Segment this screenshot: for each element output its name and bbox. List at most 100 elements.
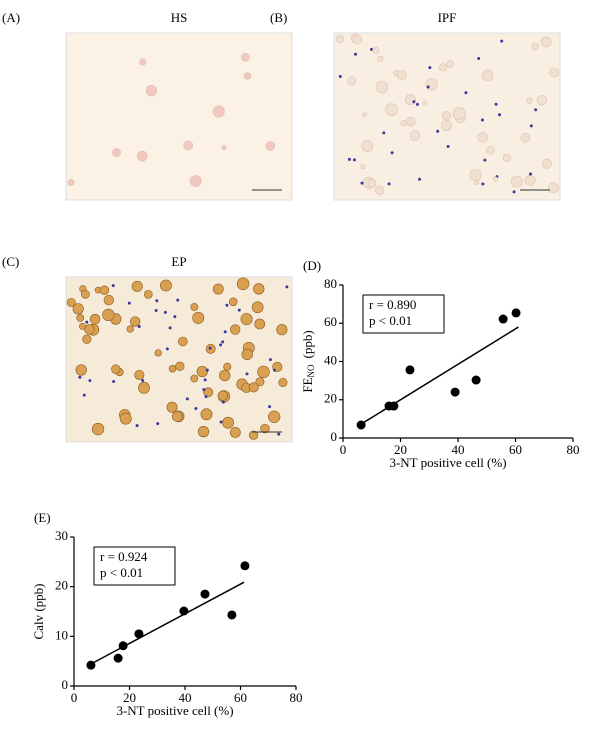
nucleus [173,315,177,319]
nucleus [78,375,82,379]
cell [241,52,250,62]
nucleus [156,422,160,426]
nucleus [529,124,533,128]
cell [396,70,407,80]
point [405,365,415,375]
x-tick-label: 60 [509,442,522,457]
cell [84,324,95,335]
nucleus [88,379,92,383]
nucleus [446,145,450,149]
y-axis-label: Calv (ppb) [31,584,46,640]
cell [400,119,407,127]
y-label-main: Calv (ppb) [31,584,46,640]
cell [222,416,234,429]
y-tick-label: 60 [324,314,337,329]
nucleus [221,400,225,404]
cell [134,370,145,381]
cell [531,42,540,51]
cell [217,390,228,401]
nucleus [360,181,364,185]
nucleus [390,151,394,155]
cell [257,365,270,379]
trendline [90,581,245,665]
y-tick-label: 20 [324,391,337,406]
nucleus [477,57,481,61]
x-tick-label: 20 [394,442,407,457]
point [389,401,399,411]
nucleus [223,330,227,334]
cell [229,427,241,438]
image-title: IPF [438,10,457,25]
cell [178,336,188,347]
cell [375,80,389,94]
cell [145,85,158,97]
cell [439,63,448,72]
cell [492,176,498,182]
cell [469,168,482,181]
cell [377,55,384,63]
point [86,660,96,670]
cell [520,132,531,143]
annotation-box [362,294,445,334]
cell [367,178,377,188]
nucleus [82,393,86,397]
cell [218,369,231,382]
nucleus [219,420,223,424]
cell [119,412,132,425]
micrograph [65,32,293,201]
nucleus [500,39,504,43]
cell [236,277,250,291]
nucleus [203,378,207,382]
x-tick-label: 0 [71,690,78,705]
nucleus [512,190,516,194]
point [200,589,210,599]
x-tick-label: 40 [179,690,192,705]
nucleus [480,118,484,122]
cell [541,158,552,169]
y-tick-label: 10 [55,627,68,642]
nucleus [176,298,180,302]
point [227,610,237,620]
point [471,375,481,385]
cell [192,311,205,324]
cell [82,334,92,344]
cell [196,366,208,378]
y-label-main: FE [300,377,315,392]
panel-label: (C) [2,254,19,269]
cell [89,313,101,325]
cell [243,72,252,80]
point [511,308,521,318]
annotation-box [93,546,176,586]
cell [548,182,559,194]
x-axis-label: 3-NT positive cell (%) [116,703,233,718]
cell [131,280,143,292]
nucleus [369,47,373,51]
nucleus [137,325,141,329]
nucleus [273,368,277,372]
x-tick-label: 60 [234,690,247,705]
cell [486,145,495,155]
y-tick-label: 30 [55,528,68,543]
cell [406,116,416,127]
y-tick-label: 0 [331,429,338,444]
cell [253,283,265,295]
cell [197,426,210,438]
cell [203,387,214,398]
cell [154,349,162,357]
nucleus [481,182,485,186]
y-label-sub: NO [306,364,316,377]
cell [175,361,185,371]
y-label-unit: (ppb) [300,330,315,358]
cell [265,141,276,151]
cell [248,382,259,393]
point [356,420,366,430]
cell [136,150,148,162]
cell [441,120,452,131]
cell [255,377,265,387]
annotation: p < 0.01 [369,313,412,328]
cell [441,111,451,121]
annotation: r = 0.924 [100,549,148,564]
cell [481,69,494,82]
nucleus [268,358,272,362]
nucleus [285,285,289,289]
